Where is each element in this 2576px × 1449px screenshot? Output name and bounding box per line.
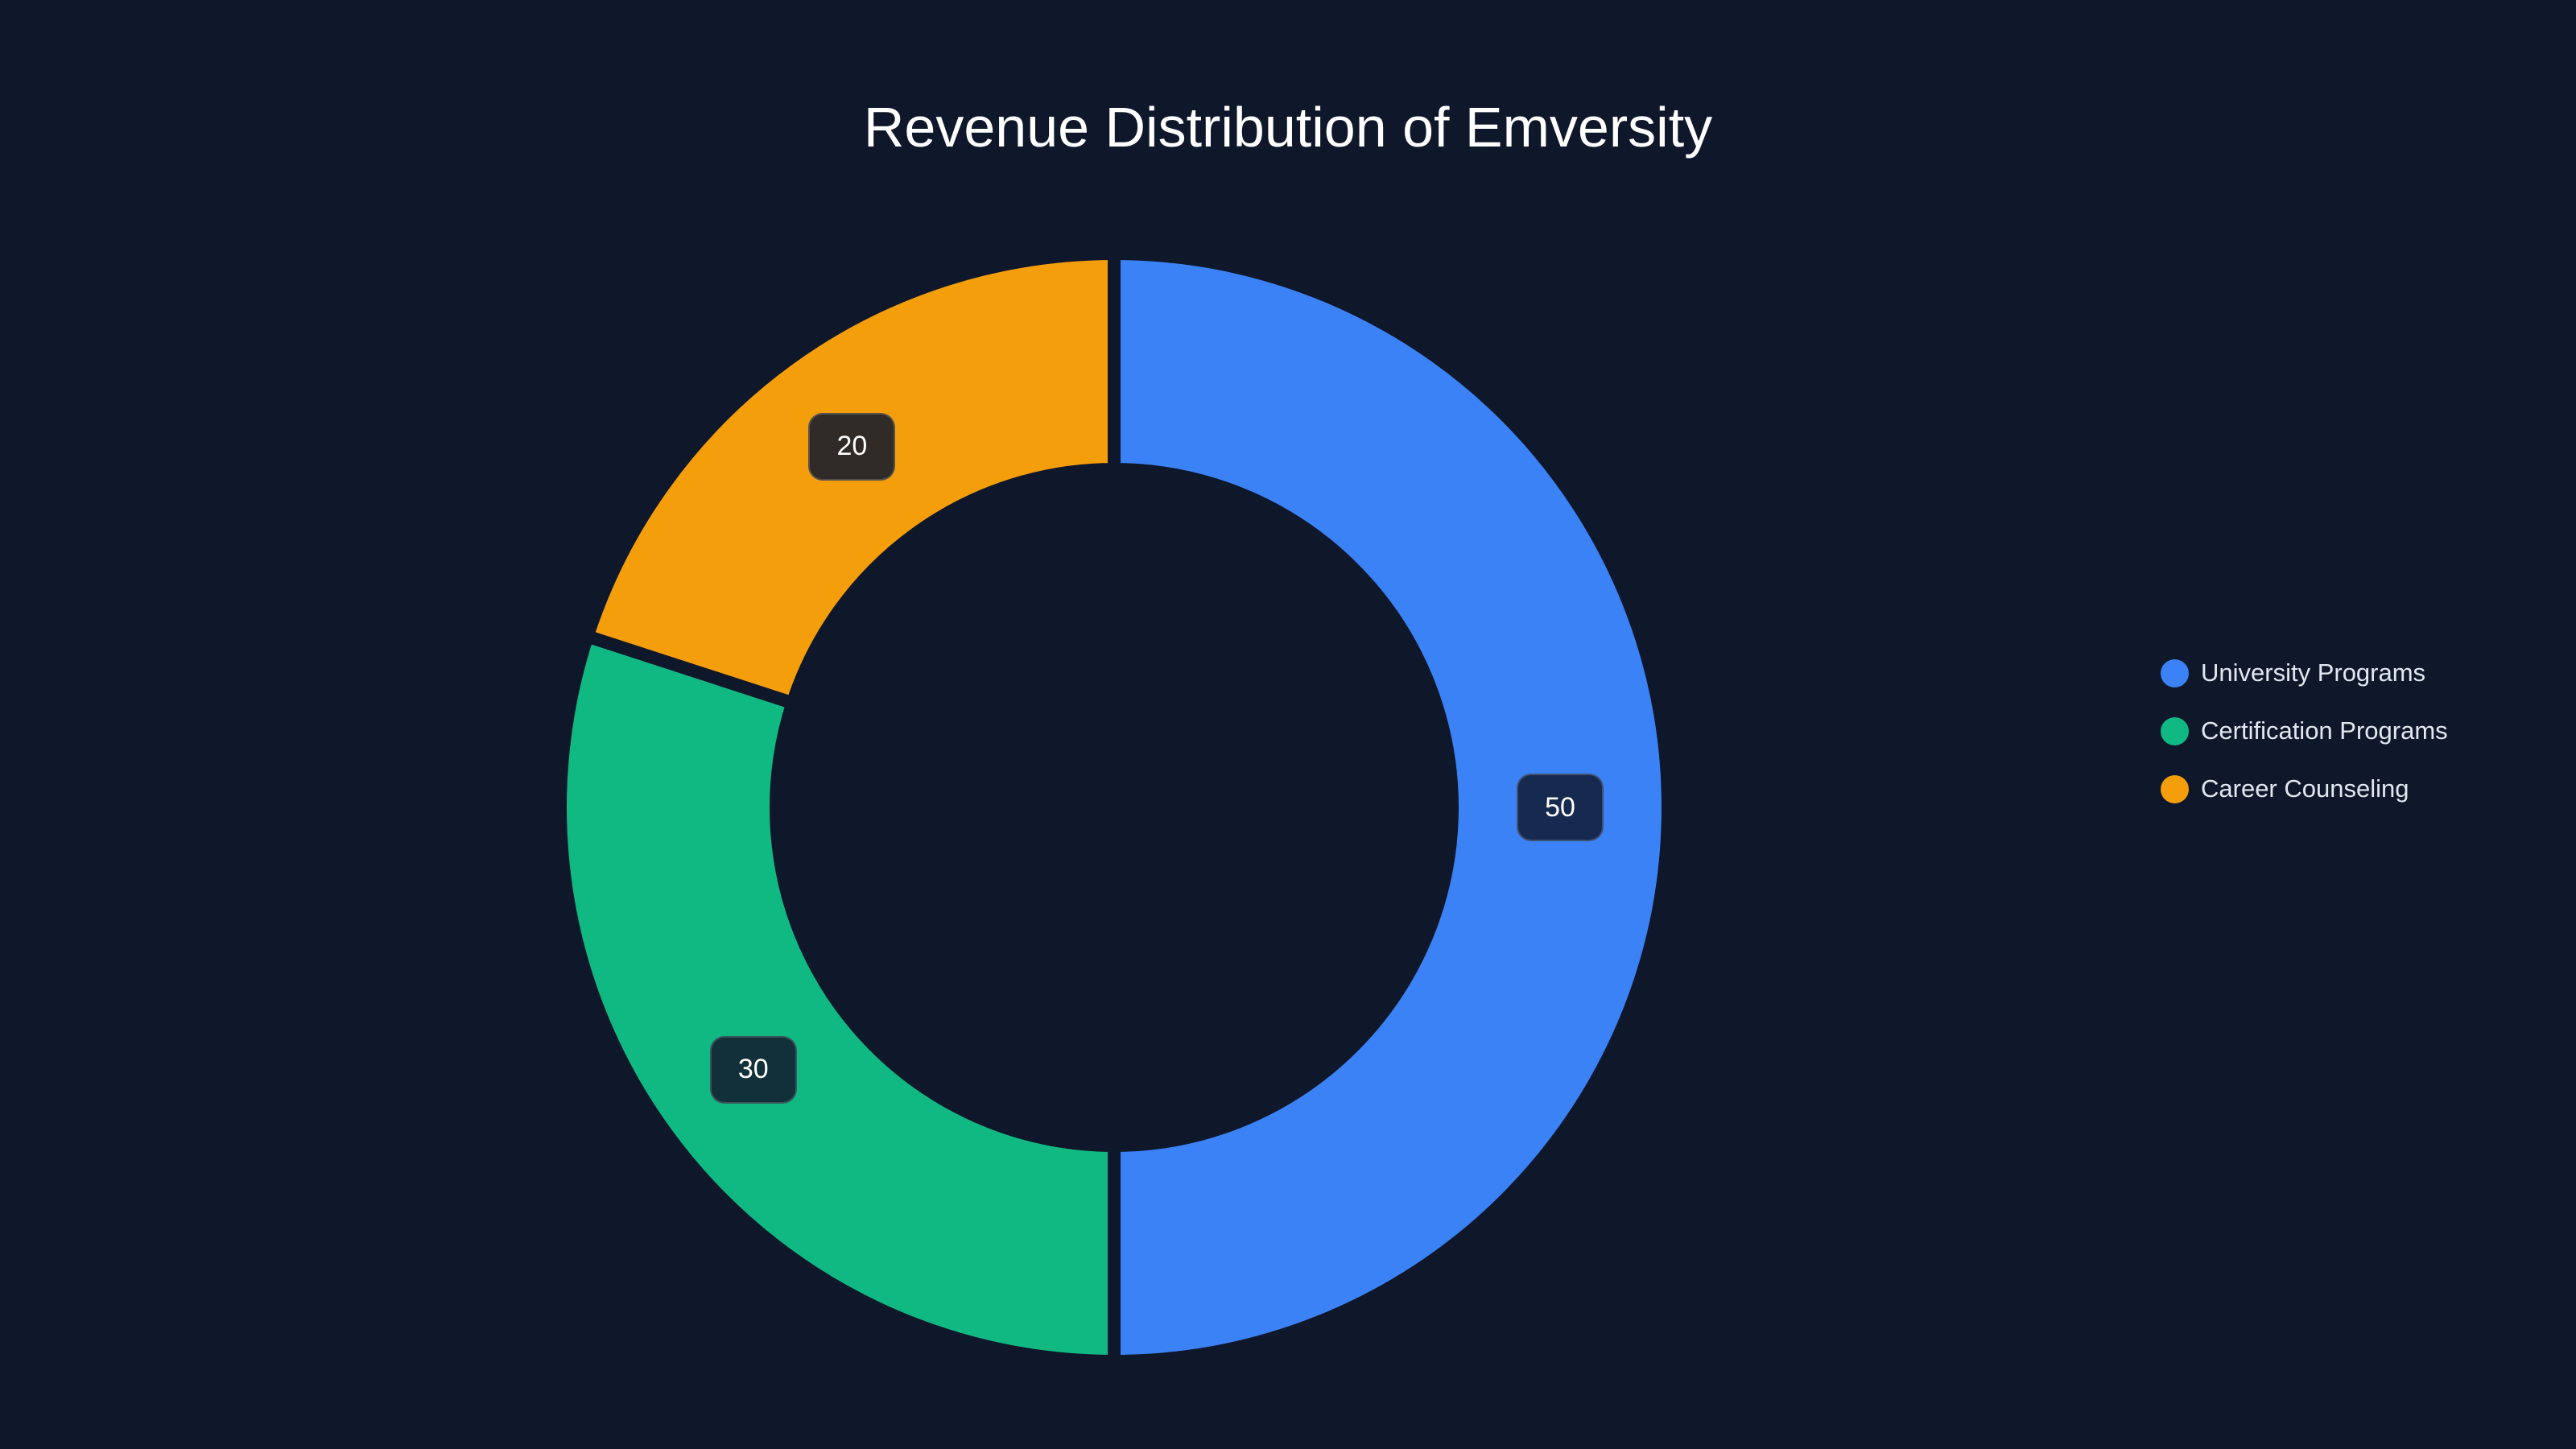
data-label-university-programs: 50 <box>1517 774 1604 841</box>
legend-label: University Programs <box>2201 658 2426 687</box>
legend-item-certification-programs[interactable]: Certification Programs <box>2161 702 2448 760</box>
legend-label: Career Counseling <box>2201 774 2409 803</box>
slice-university-programs[interactable] <box>1108 246 1674 1368</box>
chart-legend: University Programs Certification Progra… <box>2161 644 2448 818</box>
legend-marker-icon <box>2161 658 2189 687</box>
slice-certification-programs[interactable] <box>554 628 1121 1368</box>
legend-marker-icon <box>2161 774 2189 803</box>
legend-item-career-counseling[interactable]: Career Counseling <box>2161 760 2448 818</box>
data-label-career-counseling: 20 <box>808 412 896 481</box>
legend-marker-icon <box>2161 716 2189 745</box>
chart-title: Revenue Distribution of Emversity <box>863 96 1713 159</box>
legend-label: Certification Programs <box>2201 716 2448 745</box>
data-label-certification-programs: 30 <box>709 1035 797 1104</box>
legend-item-university-programs[interactable]: University Programs <box>2161 644 2448 702</box>
